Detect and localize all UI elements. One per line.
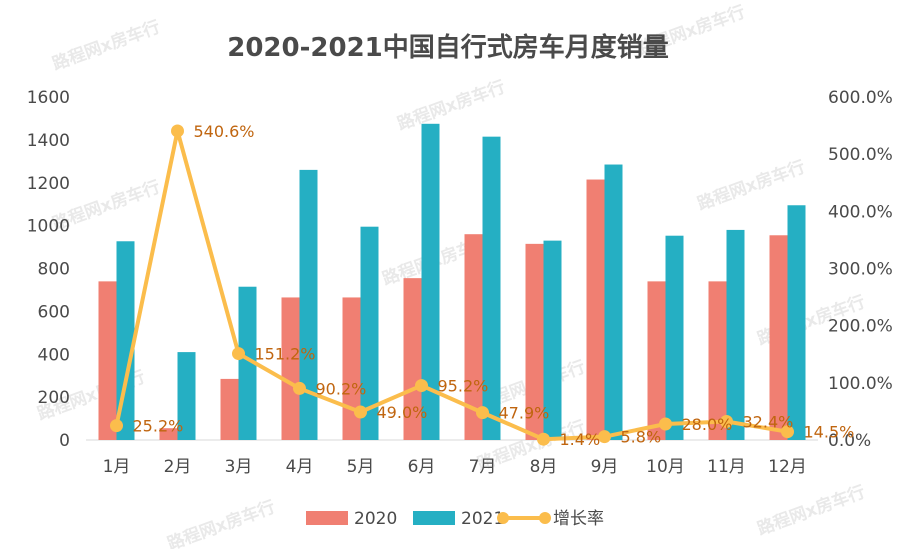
bar-layer [98, 123, 806, 441]
growth-data-label: 540.6% [194, 122, 255, 141]
bar-2021 [177, 352, 196, 440]
y-left-tick-label: 200 [38, 388, 70, 408]
legend-swatch-2021 [413, 511, 455, 525]
growth-line [114, 128, 788, 442]
legend-swatch-growth-dot [539, 512, 551, 524]
bar-2021 [116, 241, 135, 440]
x-tick-label: 10月 [646, 457, 685, 477]
x-tick-label: 3月 [225, 457, 253, 477]
bar-2020 [98, 281, 117, 440]
growth-point [781, 425, 794, 439]
x-tick-label: 6月 [408, 457, 436, 477]
growth-point [415, 379, 428, 393]
legend-swatch-2020 [306, 511, 348, 525]
growth-data-label: 90.2% [316, 379, 367, 398]
bar-2020 [586, 179, 605, 441]
bar-2020 [464, 234, 483, 440]
bar-2021 [604, 164, 623, 440]
legend-label-2021: 2021 [461, 509, 504, 529]
y-left-tick-label: 1200 [27, 174, 70, 194]
x-tick-label: 11月 [707, 457, 746, 477]
legend-label-growth: 增长率 [553, 509, 604, 529]
bar-2020 [647, 281, 666, 440]
bar-2020 [220, 378, 239, 440]
bar-2021 [787, 205, 806, 440]
y-right-tick-label: 0.0% [828, 431, 871, 451]
growth-data-label: 14.5% [804, 423, 855, 442]
x-tick-label: 2月 [164, 457, 192, 477]
growth-data-label: 1.4% [560, 430, 601, 449]
y-left-tick-label: 400 [38, 345, 70, 365]
bar-2021 [665, 235, 684, 440]
bar-2020 [342, 297, 361, 440]
growth-data-label: 5.8% [621, 428, 662, 447]
growth-point [354, 405, 367, 419]
bar-2021 [421, 123, 440, 440]
y-right-tick-label: 400.0% [828, 202, 893, 222]
x-tick-label: 12月 [768, 457, 807, 477]
y-left-tick-label: 600 [38, 302, 70, 322]
growth-point [110, 419, 123, 433]
y-right-tick-label: 100.0% [828, 374, 893, 394]
legend-swatch-growth-dot [497, 512, 509, 524]
growth-data-label: 25.2% [133, 417, 184, 436]
x-tick-label: 9月 [591, 457, 619, 477]
y-right-tick-label: 500.0% [828, 145, 893, 165]
y-left-tick-label: 0 [59, 431, 70, 451]
growth-point [659, 417, 672, 431]
legend-label-2020: 2020 [354, 509, 397, 529]
x-tick-label: 4月 [286, 457, 314, 477]
y-left-tick-label: 1400 [27, 131, 70, 151]
y-left-tick-label: 1600 [27, 88, 70, 108]
growth-point [720, 414, 733, 428]
growth-data-label: 49.0% [377, 403, 428, 422]
bar-2020 [403, 278, 422, 440]
bar-2020 [281, 297, 300, 440]
watermark-text: 路程网x房车行 [165, 496, 278, 549]
growth-point [598, 430, 611, 444]
growth-point [293, 381, 306, 395]
bar-2020 [769, 235, 788, 440]
y-right-tick-label: 300.0% [828, 260, 893, 280]
chart-title: 2020-2021中国自行式房车月度销量 [227, 32, 669, 63]
x-tick-label: 7月 [469, 457, 497, 477]
y-right-tick-label: 200.0% [828, 317, 893, 337]
growth-data-label: 151.2% [255, 345, 316, 364]
bar-2021 [482, 136, 501, 441]
growth-point [232, 347, 245, 361]
bar-2021 [726, 229, 745, 440]
growth-point [476, 406, 489, 420]
growth-line-layer [110, 124, 794, 446]
growth-data-label: 32.4% [743, 412, 794, 431]
x-tick-label: 1月 [103, 457, 131, 477]
x-tick-label: 5月 [347, 457, 375, 477]
watermark-text: 路程网x房车行 [50, 16, 163, 74]
y-right-tick-label: 600.0% [828, 88, 893, 108]
growth-data-label: 95.2% [438, 377, 489, 396]
data-label-layer: 25.2% 540.6% 151.2%90.2% 49.0% 95.2% 47.9% 1.4… [133, 122, 855, 449]
axis-layer: 020040060080010001200140016000.0%100.0%2… [27, 88, 893, 477]
watermark-text: 路程网x房车行 [755, 481, 868, 539]
growth-point [537, 432, 550, 446]
y-left-tick-label: 1000 [27, 217, 70, 237]
watermark-text: 路程网x房车行 [395, 76, 508, 134]
bar-2021 [299, 169, 318, 440]
legend: 2020 2021 增长率 [306, 509, 604, 529]
bar-2020 [159, 428, 178, 440]
bar-2021 [238, 286, 257, 440]
growth-point [171, 124, 184, 138]
bar-2021 [543, 240, 562, 440]
growth-data-label: 47.9% [499, 404, 550, 423]
y-left-tick-label: 800 [38, 260, 70, 280]
growth-data-label: 28.0% [682, 415, 733, 434]
x-tick-label: 8月 [530, 457, 558, 477]
bar-2020 [708, 281, 727, 440]
bar-2021 [360, 226, 379, 440]
bar-2020 [525, 243, 544, 440]
